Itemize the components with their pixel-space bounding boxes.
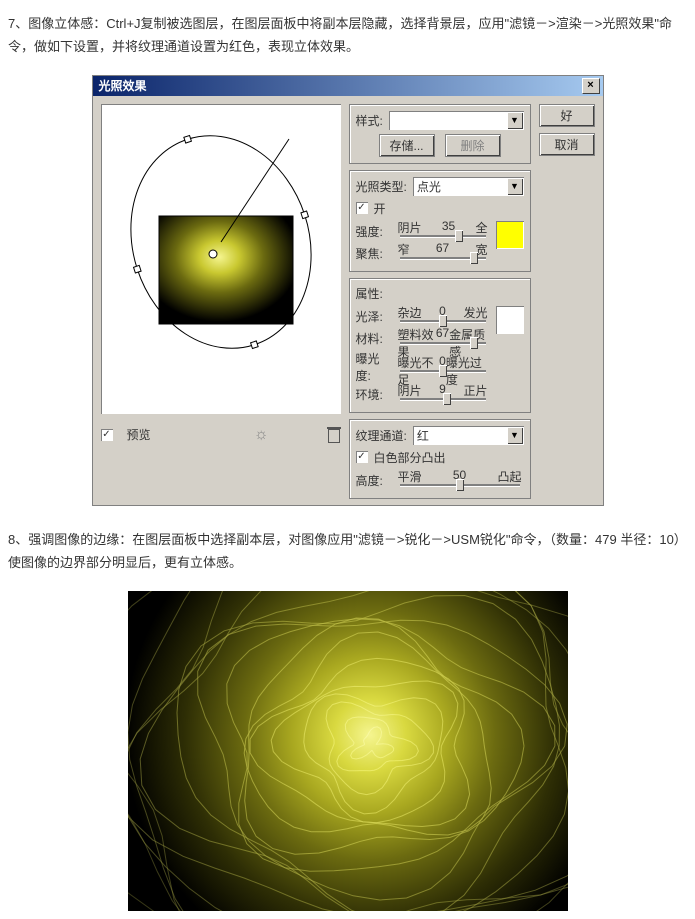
focus-slider[interactable]: 聚焦: 窄67宽: [356, 243, 490, 265]
preview-label: 预览: [127, 426, 151, 443]
trash-icon[interactable]: [327, 427, 341, 443]
save-button[interactable]: 存储...: [379, 134, 435, 157]
ok-button[interactable]: 好: [539, 104, 595, 127]
dialog-title: 光照效果: [99, 77, 147, 94]
style-dropdown[interactable]: [389, 111, 524, 130]
properties-header: 属性:: [356, 285, 524, 302]
gloss-slider[interactable]: 光泽: 杂边0发光: [356, 306, 490, 328]
result-image: [128, 591, 568, 911]
white-high-checkbox[interactable]: ✓: [356, 451, 368, 463]
height-slider[interactable]: 高度: 平滑50凸起: [356, 470, 524, 492]
preview-checkbox[interactable]: ✓: [101, 429, 113, 441]
white-high-label: 白色部分凸出: [374, 449, 446, 466]
step7-text: 7、图像立体感：Ctrl+J复制被选图层，在图层面板中将副本层隐藏，选择背景层，…: [8, 12, 687, 59]
close-icon[interactable]: ×: [582, 78, 600, 94]
ambient-color-swatch[interactable]: [496, 306, 524, 334]
delete-button[interactable]: 删除: [445, 134, 501, 157]
light-on-label: 开: [374, 200, 386, 217]
texture-dropdown[interactable]: 红: [413, 426, 524, 445]
style-label: 样式:: [356, 112, 383, 129]
intensity-slider[interactable]: 强度: 阴片35全: [356, 221, 490, 243]
cancel-button[interactable]: 取消: [539, 133, 595, 156]
light-on-checkbox[interactable]: ✓: [356, 202, 368, 214]
exposure-slider[interactable]: 曝光度: 曝光不足0曝光过度: [356, 350, 490, 384]
lightbulb-icon[interactable]: ☼: [254, 426, 269, 444]
light-color-swatch[interactable]: [496, 221, 524, 249]
material-slider[interactable]: 材料: 塑料效果67金属质感: [356, 328, 490, 350]
preview-canvas[interactable]: [101, 104, 341, 414]
dialog-titlebar: 光照效果 ×: [93, 76, 603, 96]
ambient-slider[interactable]: 环境: 阴片9正片: [356, 384, 490, 406]
light-type-dropdown[interactable]: 点光: [413, 177, 524, 196]
step8-text: 8、强调图像的边缘：在图层面板中选择副本层，对图像应用"滤镜－>锐化－>USM锐…: [8, 528, 687, 575]
light-type-label: 光照类型:: [356, 178, 407, 195]
texture-label: 纹理通道:: [356, 427, 407, 444]
lighting-effects-dialog: 光照效果 ×: [92, 75, 604, 506]
